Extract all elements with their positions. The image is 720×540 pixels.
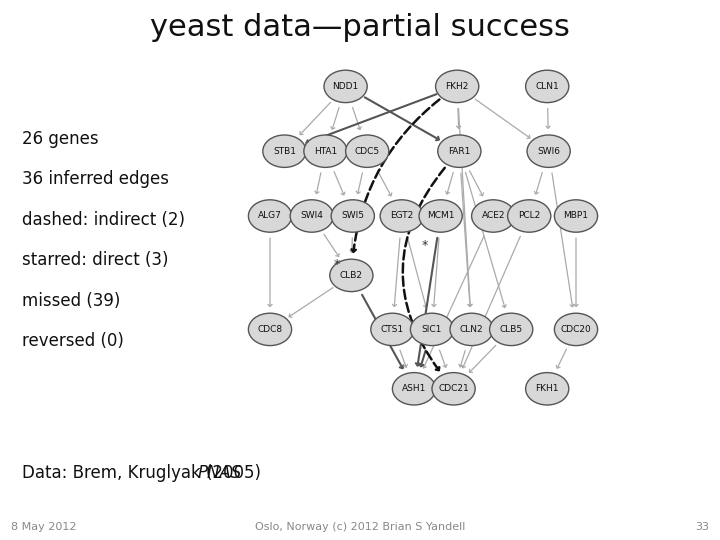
Text: starred: direct (3): starred: direct (3) [22,251,168,269]
Text: 8 May 2012: 8 May 2012 [11,522,76,532]
Circle shape [432,373,475,405]
Text: PCL2: PCL2 [518,212,540,220]
Circle shape [290,200,333,232]
Text: STB1: STB1 [273,147,296,156]
Text: reversed (0): reversed (0) [22,332,123,350]
Circle shape [331,200,374,232]
Circle shape [438,135,481,167]
Text: CLN1: CLN1 [536,82,559,91]
Circle shape [526,70,569,103]
Circle shape [304,135,347,167]
Text: CDC20: CDC20 [561,325,591,334]
Circle shape [419,200,462,232]
Text: SWI4: SWI4 [300,212,323,220]
Text: CTS1: CTS1 [381,325,404,334]
Text: 26 genes: 26 genes [22,130,98,147]
Text: HTA1: HTA1 [314,147,337,156]
Circle shape [248,200,292,232]
Text: *: * [334,258,340,271]
Circle shape [554,200,598,232]
Text: dashed: indirect (2): dashed: indirect (2) [22,211,184,228]
Circle shape [248,313,292,346]
Text: Oslo, Norway (c) 2012 Brian S Yandell: Oslo, Norway (c) 2012 Brian S Yandell [255,522,465,532]
Text: CLN2: CLN2 [460,325,483,334]
Text: 36 inferred edges: 36 inferred edges [22,170,168,188]
Text: ACE2: ACE2 [482,212,505,220]
Circle shape [371,313,414,346]
Text: CLB5: CLB5 [500,325,523,334]
Text: *: * [422,239,428,252]
Text: PNAS: PNAS [198,464,242,482]
Circle shape [490,313,533,346]
Circle shape [526,373,569,405]
Circle shape [263,135,306,167]
Text: SWI5: SWI5 [341,212,364,220]
Text: CDC21: CDC21 [438,384,469,393]
Text: FAR1: FAR1 [448,147,471,156]
Text: 33: 33 [696,522,709,532]
Text: ASH1: ASH1 [402,384,426,393]
Text: EGT2: EGT2 [390,212,413,220]
Text: MCM1: MCM1 [427,212,454,220]
Text: ALG7: ALG7 [258,212,282,220]
Text: missed (39): missed (39) [22,292,120,309]
Circle shape [450,313,493,346]
Text: Data: Brem, Kruglyak (2005): Data: Brem, Kruglyak (2005) [22,464,266,482]
Circle shape [380,200,423,232]
Circle shape [346,135,389,167]
Text: SWI6: SWI6 [537,147,560,156]
Circle shape [324,70,367,103]
Text: CDC8: CDC8 [258,325,282,334]
Circle shape [436,70,479,103]
Text: SIC1: SIC1 [422,325,442,334]
Text: CLB2: CLB2 [340,271,363,280]
Text: MBP1: MBP1 [564,212,588,220]
Text: FKH1: FKH1 [536,384,559,393]
Circle shape [527,135,570,167]
Circle shape [508,200,551,232]
Circle shape [554,313,598,346]
Text: NDD1: NDD1 [333,82,359,91]
Circle shape [392,373,436,405]
Text: CDC5: CDC5 [355,147,379,156]
Circle shape [410,313,454,346]
Circle shape [472,200,515,232]
Text: FKH2: FKH2 [446,82,469,91]
Circle shape [330,259,373,292]
Text: yeast data—partial success: yeast data—partial success [150,14,570,43]
